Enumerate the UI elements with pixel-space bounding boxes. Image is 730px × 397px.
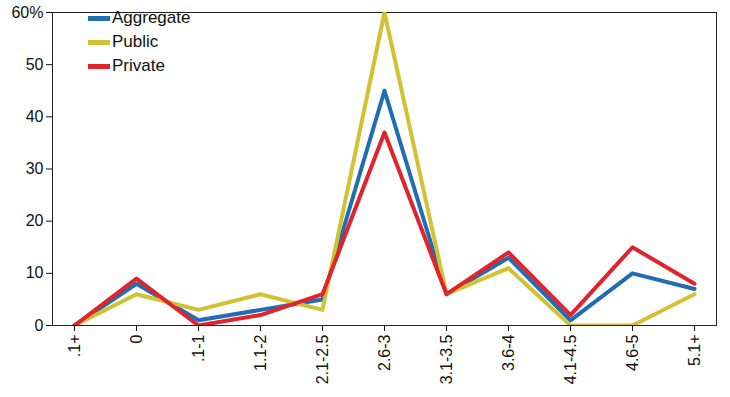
svg-text:2.6-3: 2.6-3 (376, 334, 393, 371)
html-text:Aggregate: Aggregate (112, 8, 191, 27)
svg-text:3.6-4: 3.6-4 (500, 334, 517, 371)
svg-text:20: 20 (26, 212, 44, 229)
svg-text:4.1-4.5: 4.1-4.5 (562, 334, 579, 384)
svg-text:0: 0 (128, 334, 145, 343)
svg-text:2.1-2.5: 2.1-2.5 (314, 334, 331, 384)
html-text:Private: Private (112, 56, 165, 75)
svg-text:3.1-3.5: 3.1-3.5 (438, 334, 455, 384)
svg-text:.1+: .1+ (66, 335, 83, 358)
svg-text:0: 0 (35, 317, 44, 334)
svg-text:.1-1: .1-1 (190, 334, 207, 362)
svg-text:1.1-2: 1.1-2 (252, 334, 269, 371)
svg-text:30: 30 (26, 160, 44, 177)
svg-text:5.1+: 5.1+ (686, 335, 703, 367)
svg-text:60%: 60% (11, 4, 43, 21)
svg-text:10: 10 (26, 264, 44, 281)
svg-text:40: 40 (26, 108, 44, 125)
svg-text:50: 50 (26, 56, 44, 73)
svg-text:4.6-5: 4.6-5 (624, 334, 641, 371)
html-text:Public: Public (112, 32, 159, 51)
